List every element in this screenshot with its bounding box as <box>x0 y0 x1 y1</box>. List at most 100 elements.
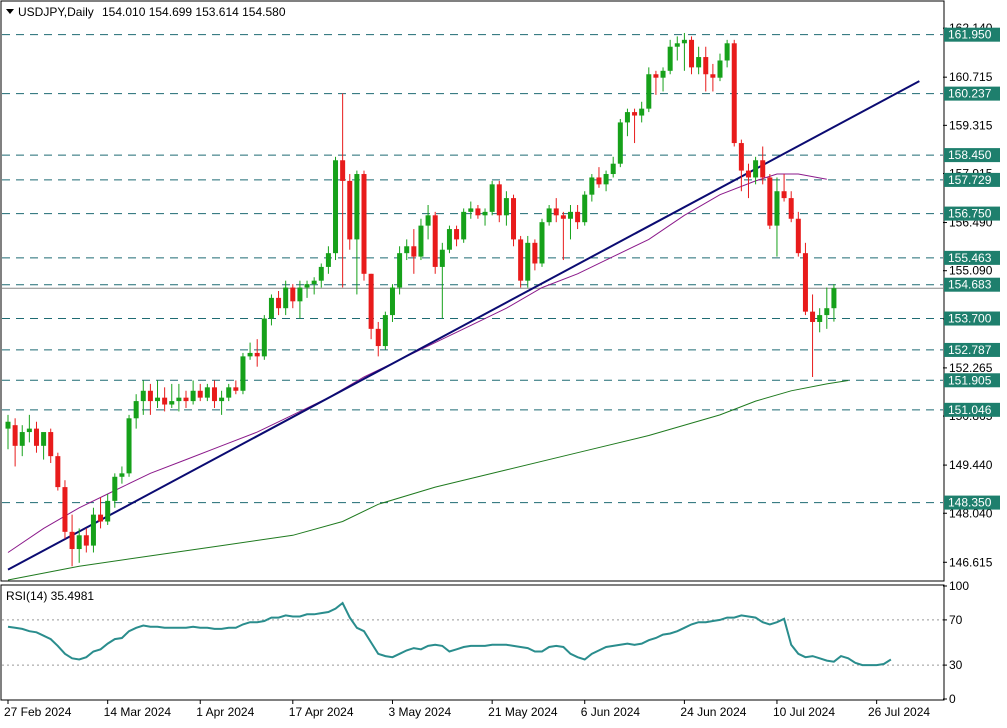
candle <box>589 174 595 202</box>
time-tick-label: 14 Mar 2024 <box>104 705 172 719</box>
candle <box>48 428 54 464</box>
candle-body <box>204 387 210 398</box>
candle <box>354 170 360 295</box>
candle-body <box>12 425 18 446</box>
candle-body <box>525 242 531 281</box>
candle-body <box>731 43 737 144</box>
candle <box>781 174 787 202</box>
candle <box>112 473 118 508</box>
candle-body <box>710 74 716 78</box>
candle-body <box>126 418 132 474</box>
candle <box>276 291 282 316</box>
candle <box>560 211 566 261</box>
level-label: 148.350 <box>948 496 992 510</box>
level-label-box <box>944 86 1000 101</box>
candle-body <box>432 215 438 267</box>
candle-body <box>745 170 751 178</box>
candle <box>468 201 474 219</box>
candle <box>624 108 630 137</box>
candle-body <box>681 39 687 44</box>
candle <box>432 211 438 274</box>
candle <box>446 225 452 254</box>
candle <box>375 321 381 357</box>
level-label-box <box>944 373 1000 388</box>
candle <box>802 242 808 316</box>
candle-body <box>354 174 360 240</box>
candle <box>183 390 189 408</box>
candle-body <box>176 397 182 402</box>
candle <box>147 383 153 415</box>
candle <box>567 204 573 240</box>
price-axis: 162.140160.715159.315157.915156.490155.0… <box>943 21 993 569</box>
candle <box>817 308 823 333</box>
candle <box>724 39 730 68</box>
candle <box>575 204 581 230</box>
candle <box>795 211 801 257</box>
candle-body <box>831 288 837 309</box>
candle <box>503 191 509 226</box>
candle <box>211 380 217 408</box>
rsi-pane-frame <box>0 584 945 701</box>
candle-body <box>738 143 744 171</box>
candle-body <box>639 108 645 116</box>
candle <box>268 294 274 326</box>
candle-body <box>753 160 759 178</box>
rsi-tick-label: 30 <box>949 658 963 672</box>
candle <box>689 36 695 75</box>
candle <box>418 218 424 261</box>
candle-body <box>48 432 54 457</box>
candles <box>5 32 837 567</box>
candle-body <box>824 308 830 316</box>
candle <box>33 421 39 453</box>
candle-body <box>333 160 339 254</box>
level-label-box <box>944 206 1000 221</box>
candle <box>632 108 638 144</box>
candle <box>190 380 196 405</box>
candle <box>717 53 723 82</box>
level-label: 161.950 <box>948 28 992 42</box>
candle-body <box>503 198 509 216</box>
candle-body <box>810 311 816 322</box>
candle-body <box>41 432 47 446</box>
candle <box>753 156 759 185</box>
candle <box>710 63 716 92</box>
candle <box>760 146 766 185</box>
candle-body <box>532 242 538 264</box>
candle-body <box>169 401 175 405</box>
rsi-tick-label: 70 <box>949 613 963 627</box>
candle-body <box>290 287 296 302</box>
main-pane-frame <box>0 0 945 582</box>
candle-body <box>795 218 801 254</box>
trendline[interactable] <box>7 80 920 571</box>
candle-body <box>582 194 588 223</box>
symbol-menu-icon[interactable] <box>6 9 14 14</box>
candle-body <box>382 315 388 347</box>
candle-body <box>98 514 104 522</box>
candle <box>126 414 132 477</box>
candle-body <box>226 387 232 398</box>
candle <box>397 246 403 295</box>
candle-body <box>454 229 460 240</box>
candle-body <box>112 476 118 501</box>
candle <box>119 466 125 484</box>
candle-body <box>439 249 445 267</box>
candle-body <box>425 215 431 226</box>
candle <box>333 156 339 261</box>
rsi-indicator: 100 70 30 0 <box>2 579 969 706</box>
candle <box>425 204 431 240</box>
level-label: 157.729 <box>948 173 992 187</box>
candle <box>382 311 388 350</box>
candle-body <box>254 352 260 357</box>
level-label: 151.046 <box>948 403 992 417</box>
candle-body <box>140 390 146 402</box>
candle <box>482 208 488 226</box>
candle <box>62 480 68 539</box>
candle-body <box>653 74 659 78</box>
candle-body <box>689 39 695 68</box>
candle-body <box>62 487 68 532</box>
candle-body <box>802 253 808 312</box>
candle <box>738 139 744 192</box>
candle-body <box>183 397 189 402</box>
